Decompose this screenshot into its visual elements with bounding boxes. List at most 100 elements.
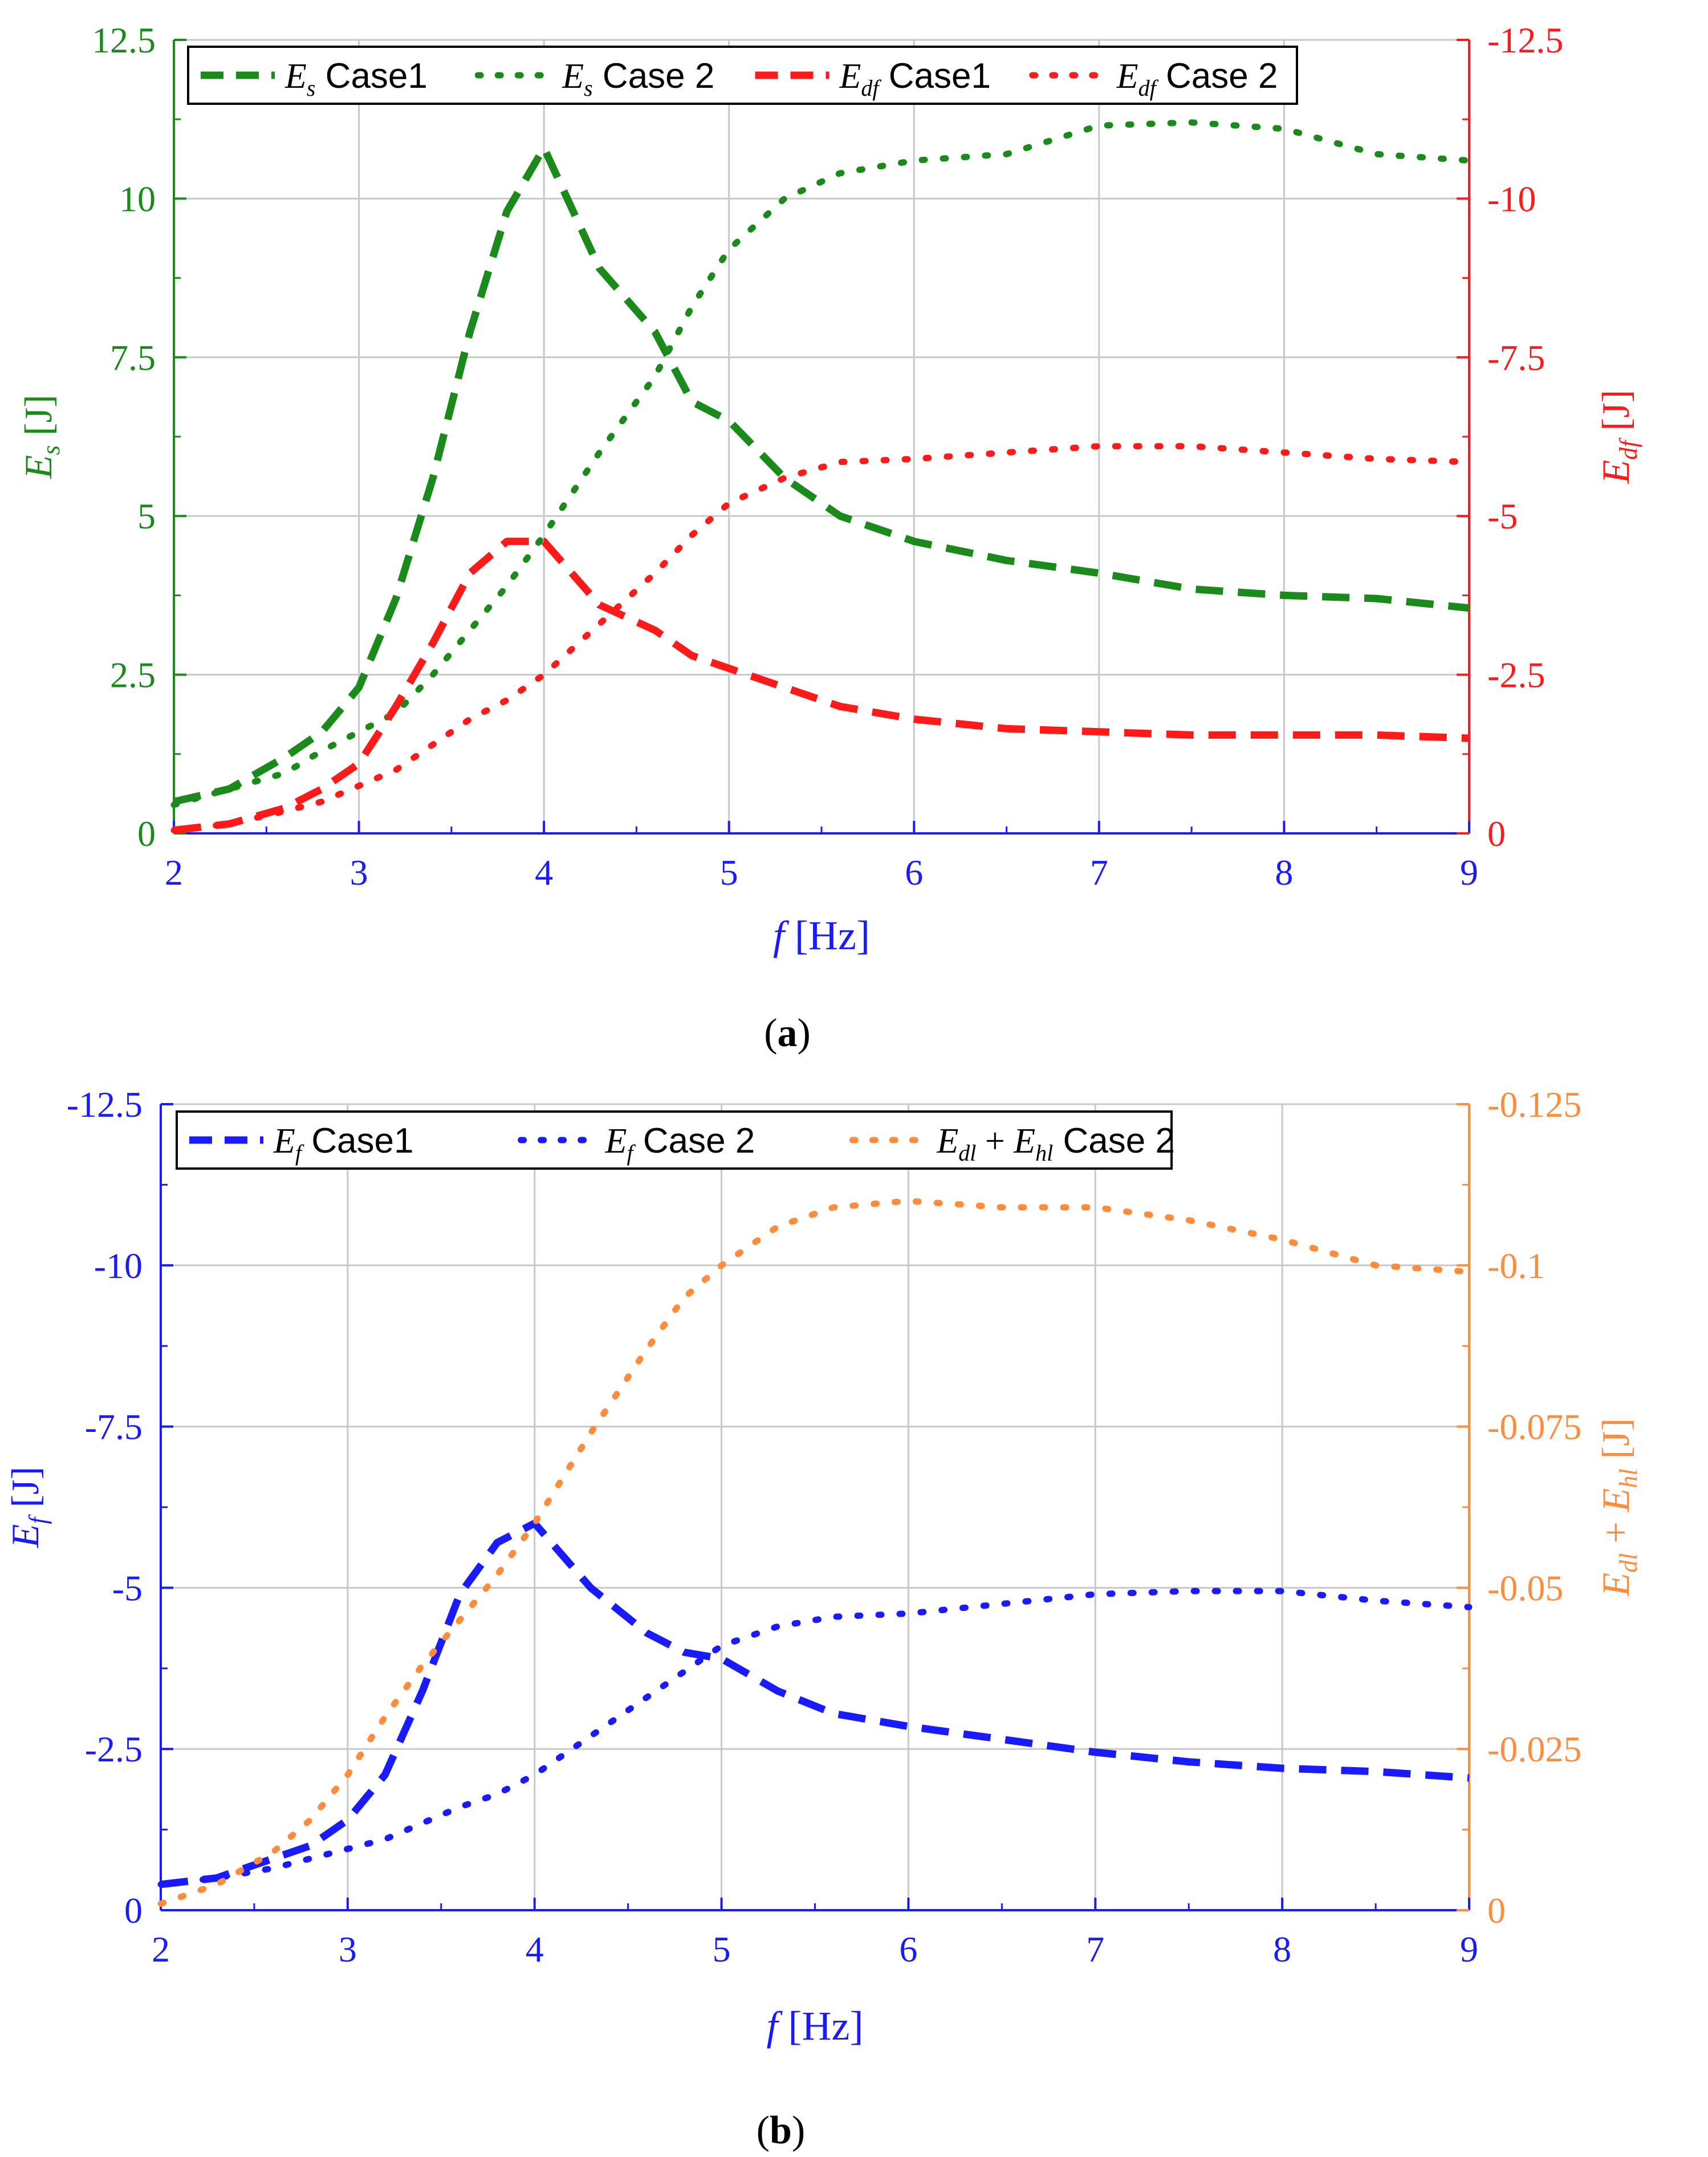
xlabel-space xyxy=(784,913,795,958)
x-tick-label: 2 xyxy=(165,852,183,893)
panel-label-open: ( xyxy=(764,1011,777,1055)
legend-case-text: Case 2 xyxy=(633,1121,755,1161)
legend-entry-label: Es Case 2 xyxy=(562,56,714,101)
ylabel-subscript: dl xyxy=(1615,1553,1642,1573)
legend-entry-label: Ef Case1 xyxy=(273,1121,413,1166)
left-y-tick-label: -5 xyxy=(112,1568,143,1608)
ylabel-symbol: E xyxy=(1594,460,1637,485)
xlabel-space xyxy=(778,2003,788,2049)
panel-label-close: ) xyxy=(792,2109,805,2152)
left-y-tick-label: 7.5 xyxy=(110,337,156,378)
legend-case-text: Case1 xyxy=(315,56,427,96)
panel-label-letter: b xyxy=(770,2109,792,2152)
series-line-es-case-2 xyxy=(170,119,1473,808)
left-y-tick-label: 0 xyxy=(124,1890,143,1931)
right-y-tick-label: -10 xyxy=(1487,178,1536,219)
legend: Es Case1 Es Case 2 Edf Case1 Edf Case 2 xyxy=(187,46,1298,105)
legend-symbol: E xyxy=(562,57,584,96)
legend-plus: + xyxy=(976,1122,1014,1161)
left-y-tick-label: -10 xyxy=(94,1246,143,1286)
x-tick-label: 5 xyxy=(720,852,738,893)
legend-subscript: s xyxy=(307,75,316,101)
grid xyxy=(174,39,1469,833)
x-axis-label: f [Hz] xyxy=(773,913,870,958)
left-y-tick-label: 12.5 xyxy=(92,20,156,60)
right-y-tick-label: -2.5 xyxy=(1487,655,1545,695)
panel-label: (b) xyxy=(757,2109,806,2152)
ylabel-unit: [J] xyxy=(17,394,60,445)
legend-symbol: E xyxy=(936,1122,958,1161)
right-y-tick-label: -7.5 xyxy=(1487,337,1545,378)
right-y-tick-label: -0.025 xyxy=(1487,1729,1581,1769)
legend-box xyxy=(187,46,1298,105)
left-y-tick-label: 10 xyxy=(119,178,156,219)
x-tick-label: 6 xyxy=(899,1929,917,1969)
series-line-ef-case-2 xyxy=(157,1588,1473,1888)
right-y-tick-label: 0 xyxy=(1487,813,1506,854)
legend-entry-label: Edf Case1 xyxy=(839,56,991,101)
legend-symbol: E xyxy=(1116,57,1138,96)
right-y-tick-label: 0 xyxy=(1487,1890,1506,1931)
left-y-tick-label: -2.5 xyxy=(85,1729,143,1769)
x-tick-label: 3 xyxy=(339,1929,357,1969)
x-axis-label: f [Hz] xyxy=(767,2003,864,2049)
right-y-tick-label: -0.1 xyxy=(1487,1246,1545,1286)
right-y-tick-label: -0.075 xyxy=(1487,1407,1581,1447)
ylabel-symbol: E xyxy=(3,1524,47,1549)
left-y-tick-label: 0 xyxy=(137,813,156,854)
legend-case-text: Case 2 xyxy=(593,56,715,96)
ylabel-unit: [J] xyxy=(1594,390,1637,441)
left-y-axis-label: Es [J] xyxy=(17,394,65,479)
series-line-ef-case1 xyxy=(160,1519,1470,1889)
xlabel-unit: [Hz] xyxy=(795,913,870,958)
legend-subscript: dl xyxy=(958,1140,976,1166)
left-y-tick-label: 2.5 xyxy=(110,655,156,695)
x-tick-label: 8 xyxy=(1275,852,1293,893)
ylabel-symbol: E xyxy=(17,455,60,479)
legend-entry-label: Edf Case 2 xyxy=(1116,56,1278,101)
x-tick-label: 4 xyxy=(526,1929,544,1969)
left-y-tick-label: -12.5 xyxy=(67,1084,143,1125)
x-tick-label: 7 xyxy=(1086,1929,1104,1969)
legend-box xyxy=(176,1110,1173,1170)
ylabel-subscript: s xyxy=(37,445,65,455)
legend-subscript: df xyxy=(1138,75,1159,101)
legend-subscript-2: hl xyxy=(1035,1140,1053,1166)
ylabel-unit: [J] xyxy=(3,1467,47,1517)
x-tick-label: 3 xyxy=(350,852,368,893)
x-tick-label: 6 xyxy=(905,852,923,893)
series-line-edl-ehl-case-2 xyxy=(157,1198,1473,1907)
right-y-axis-label: Edf [J] xyxy=(1594,390,1642,485)
ylabel-symbol: E xyxy=(1594,1573,1637,1597)
ylabel-unit: [J] xyxy=(1594,1418,1637,1469)
panel-label-close: ) xyxy=(798,1011,811,1055)
legend-case-text: Case1 xyxy=(879,56,991,96)
ylabel-plus: + xyxy=(1594,1512,1637,1553)
panel-label-open: ( xyxy=(757,2109,770,2152)
left-y-tick-label: -7.5 xyxy=(85,1407,143,1447)
legend-subscript: s xyxy=(584,75,593,101)
legend-symbol: E xyxy=(284,57,307,96)
legend-entry-label: Edl + Ehl Case 2 xyxy=(936,1121,1175,1166)
x-tick-label: 8 xyxy=(1273,1929,1291,1969)
legend-symbol: E xyxy=(605,1122,627,1161)
x-tick-label: 9 xyxy=(1460,1929,1478,1969)
panel-label-letter: a xyxy=(778,1011,798,1055)
xlabel-unit: [Hz] xyxy=(788,2003,864,2049)
right-y-axis-label: Edl + Ehl [J] xyxy=(1594,1418,1642,1597)
legend-case-text: Case 2 xyxy=(1053,1121,1175,1161)
legend-entry-label: Ef Case 2 xyxy=(605,1121,755,1166)
x-tick-label: 9 xyxy=(1460,852,1478,893)
legend-symbol-2: E xyxy=(1013,1122,1035,1161)
ylabel-symbol-2: E xyxy=(1594,1488,1637,1513)
left-y-axis-label: Ef [J] xyxy=(3,1467,52,1549)
x-tick-label: 7 xyxy=(1090,852,1108,893)
grid xyxy=(161,1103,1469,1910)
legend-symbol: E xyxy=(839,57,861,96)
legend-subscript: df xyxy=(861,75,881,101)
series-line-es-case1 xyxy=(173,144,1470,805)
legend-case-text: Case1 xyxy=(302,1121,413,1161)
legend-entry-label: Es Case1 xyxy=(284,56,428,101)
